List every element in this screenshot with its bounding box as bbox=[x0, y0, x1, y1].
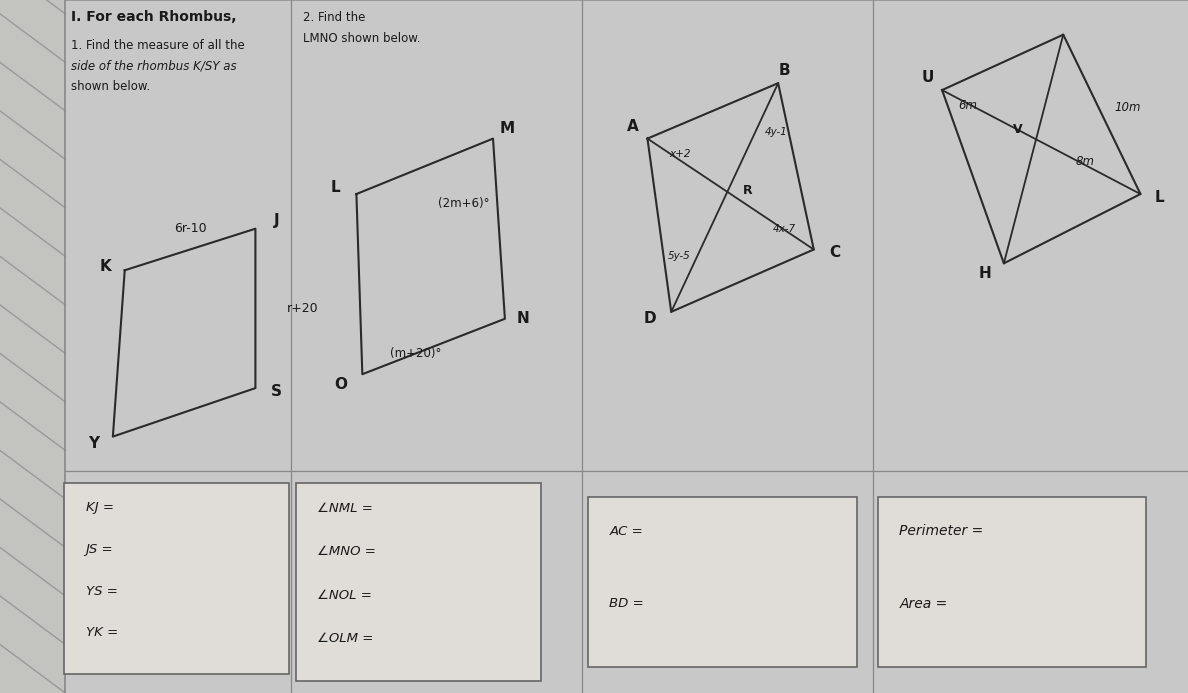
FancyBboxPatch shape bbox=[0, 0, 65, 693]
Text: Area =: Area = bbox=[899, 597, 948, 611]
Text: ∠NOL =: ∠NOL = bbox=[317, 588, 372, 602]
Text: M: M bbox=[500, 121, 514, 136]
Text: JS =: JS = bbox=[86, 543, 113, 556]
Text: side of the rhombus K/SY as: side of the rhombus K/SY as bbox=[71, 60, 236, 72]
Text: Y: Y bbox=[88, 436, 100, 451]
Text: L: L bbox=[1155, 190, 1164, 205]
Text: H: H bbox=[979, 266, 991, 281]
Text: 1. Find the measure of all the: 1. Find the measure of all the bbox=[71, 39, 245, 51]
Text: K: K bbox=[100, 259, 112, 274]
Text: 5y-5: 5y-5 bbox=[668, 252, 691, 261]
Text: 8m: 8m bbox=[1075, 155, 1094, 168]
Text: 6r-10: 6r-10 bbox=[173, 222, 207, 235]
Text: shown below.: shown below. bbox=[71, 80, 151, 93]
Text: I. For each Rhombus,: I. For each Rhombus, bbox=[71, 10, 236, 24]
Text: BD =: BD = bbox=[609, 597, 644, 611]
Text: 6m: 6m bbox=[959, 99, 978, 112]
Text: Perimeter =: Perimeter = bbox=[899, 524, 984, 538]
Text: (2m+6)°: (2m+6)° bbox=[437, 197, 489, 210]
Text: 4y-1: 4y-1 bbox=[764, 127, 788, 137]
FancyBboxPatch shape bbox=[588, 497, 857, 667]
Text: AC =: AC = bbox=[609, 525, 643, 538]
Text: ∠OLM =: ∠OLM = bbox=[317, 632, 373, 645]
Text: 10m: 10m bbox=[1114, 101, 1142, 114]
FancyBboxPatch shape bbox=[64, 483, 289, 674]
Text: A: A bbox=[627, 119, 639, 134]
FancyBboxPatch shape bbox=[296, 483, 541, 681]
Text: 2. Find the: 2. Find the bbox=[303, 11, 366, 24]
Text: C: C bbox=[829, 245, 841, 261]
Text: r+20: r+20 bbox=[287, 302, 318, 315]
Text: L: L bbox=[330, 179, 340, 195]
Text: KJ =: KJ = bbox=[86, 502, 114, 514]
Text: 4x-7: 4x-7 bbox=[772, 224, 796, 234]
Text: ∠NML =: ∠NML = bbox=[317, 502, 373, 515]
Text: V: V bbox=[1012, 123, 1023, 136]
Text: J: J bbox=[274, 213, 279, 228]
Text: R: R bbox=[742, 184, 752, 197]
Text: YK =: YK = bbox=[86, 626, 118, 639]
Text: LMNO shown below.: LMNO shown below. bbox=[303, 32, 421, 44]
Text: ∠MNO =: ∠MNO = bbox=[317, 545, 377, 559]
Text: N: N bbox=[517, 311, 529, 326]
Text: O: O bbox=[335, 377, 347, 392]
Text: YS =: YS = bbox=[86, 585, 118, 597]
Text: U: U bbox=[922, 70, 934, 85]
Text: S: S bbox=[271, 384, 283, 399]
Text: x+2: x+2 bbox=[669, 149, 690, 159]
Text: (m+20)°: (m+20)° bbox=[390, 347, 442, 360]
FancyBboxPatch shape bbox=[878, 497, 1146, 667]
Text: B: B bbox=[778, 63, 790, 78]
Text: D: D bbox=[644, 311, 656, 326]
